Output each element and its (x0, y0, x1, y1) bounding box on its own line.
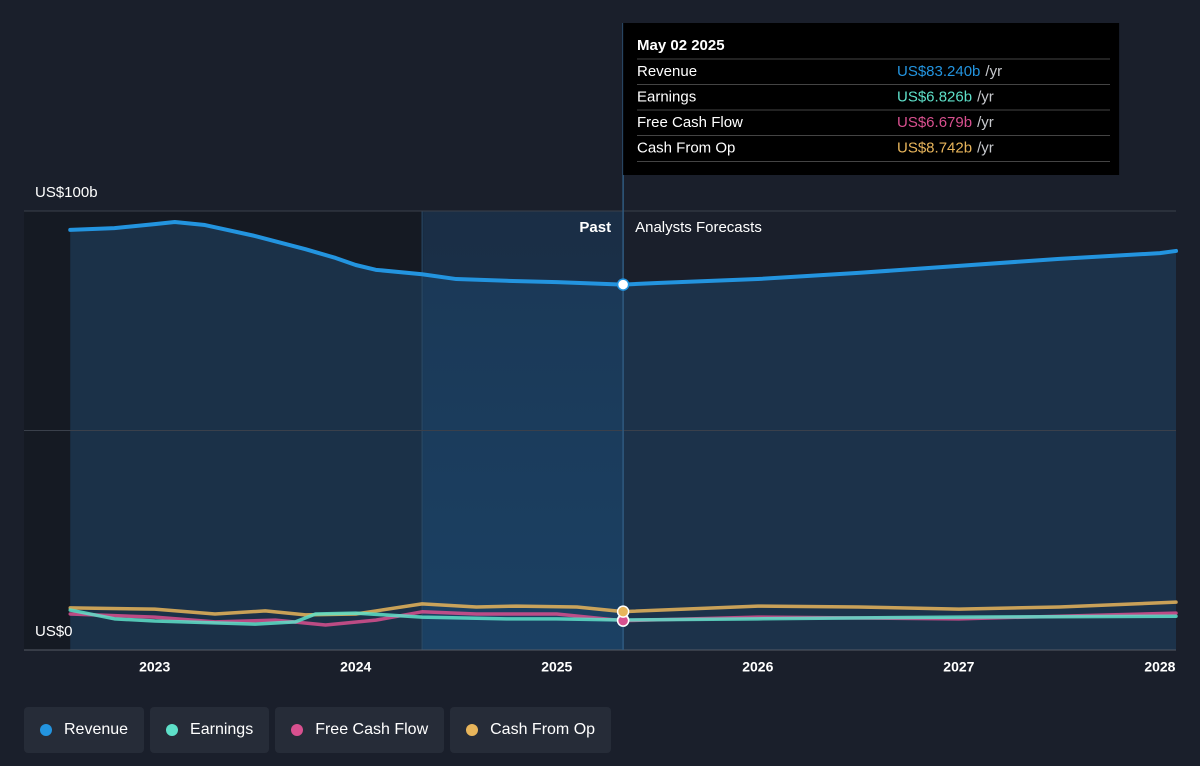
tooltip-value: US$83.240b/yr (897, 63, 1002, 80)
y-tick-label: US$100b (35, 184, 98, 201)
legend-label: Earnings (190, 721, 254, 738)
legend-label: Free Cash Flow (315, 721, 429, 738)
x-tick-label: 2023 (139, 659, 170, 675)
tooltip-point (616, 605, 630, 618)
legend-swatch (291, 724, 304, 736)
tooltip-value-label: US$6.826b (897, 88, 972, 105)
tooltip-value: US$6.826b/yr (897, 88, 994, 105)
tooltip-value-label: US$6.679b (897, 114, 972, 131)
tooltip-value-label: US$8.742b (897, 139, 972, 156)
legend-item[interactable]: Earnings (150, 707, 270, 753)
tooltip-name: Free Cash Flow (637, 114, 743, 131)
legend-item[interactable]: Cash From Op (450, 707, 612, 753)
legend: Revenue Earnings Free Cash Flow Cash From O… (24, 707, 612, 753)
y-tick-label: US$0 (35, 623, 73, 640)
legend-swatch (166, 724, 179, 736)
tooltip-value: US$8.742b/yr (897, 139, 994, 156)
tooltip-name: Revenue (637, 63, 697, 80)
x-tick-label: 2024 (340, 659, 371, 675)
tooltip-unit: /yr (977, 114, 994, 131)
x-tick-label: 2028 (1144, 659, 1175, 675)
series-line (68, 608, 1178, 626)
series-line (68, 219, 1178, 287)
x-tick-label: 2025 (541, 659, 572, 675)
tooltip-date: May 02 2025 (637, 37, 725, 54)
chart: US$0 US$100b 2023 2024 2025 2026 2027 2028 Past A… (24, 23, 1178, 675)
tooltip-value: US$6.679b/yr (897, 114, 994, 131)
series-line (68, 600, 1178, 617)
legend-label: Revenue (64, 721, 129, 738)
tooltip-name: Earnings (637, 88, 696, 105)
legend-item[interactable]: Revenue (24, 707, 145, 753)
tooltip-name: Cash From Op (637, 139, 735, 156)
tooltip-unit: /yr (985, 63, 1002, 80)
x-tick-label: 2027 (943, 659, 974, 675)
legend-label: Cash From Op (490, 721, 596, 738)
tooltip-point (616, 278, 630, 291)
tooltip (623, 23, 1120, 175)
legend-swatch (40, 724, 52, 736)
tooltip-value-label: US$83.240b (897, 63, 980, 80)
past-label: Past (579, 219, 611, 236)
x-tick-label: 2026 (742, 659, 773, 675)
legend-swatch (466, 724, 479, 736)
tooltip-unit: /yr (977, 139, 994, 156)
forecast-label: Analysts Forecasts (635, 219, 762, 236)
tooltip-unit: /yr (977, 88, 994, 105)
legend-item[interactable]: Free Cash Flow (275, 707, 445, 753)
